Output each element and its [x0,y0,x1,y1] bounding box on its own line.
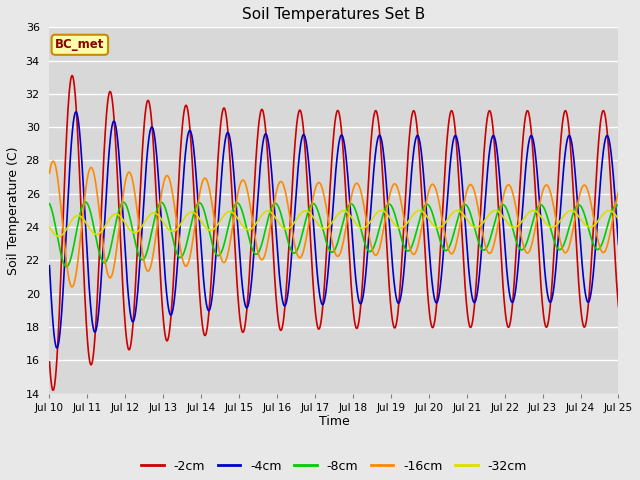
-16cm [423,195,431,201]
-2cm [49,387,57,393]
-32cm [236,219,244,225]
-16cm [49,158,57,164]
-32cm [55,234,63,240]
-4cm [72,109,80,115]
Line: -8cm: -8cm [49,202,618,267]
-4cm [159,244,167,250]
-32cm [159,218,166,224]
Title: Soil Temperatures Set B: Soil Temperatures Set B [243,7,426,22]
-2cm [423,283,431,288]
-8cm [173,250,180,256]
-16cm [237,180,244,186]
-32cm [173,227,180,232]
Line: -16cm: -16cm [49,161,618,287]
-8cm [498,202,506,208]
-16cm [45,170,53,176]
-8cm [45,201,53,206]
-8cm [423,202,431,207]
-32cm [498,212,506,217]
-4cm [237,262,244,268]
-4cm [614,242,622,248]
-8cm [614,203,622,209]
-4cm [173,270,180,276]
-32cm [614,216,622,222]
-32cm [453,208,461,214]
-32cm [423,213,431,219]
-32cm [45,224,53,230]
-8cm [63,264,70,270]
Line: -32cm: -32cm [49,211,618,237]
-16cm [614,189,622,194]
-8cm [82,199,90,205]
-2cm [548,286,556,292]
-16cm [68,284,76,290]
Line: -2cm: -2cm [49,75,618,390]
-8cm [159,201,167,206]
-16cm [498,203,506,208]
-4cm [45,263,53,269]
-2cm [45,359,53,365]
-16cm [159,183,167,189]
-4cm [53,345,61,351]
X-axis label: Time: Time [319,415,349,429]
-32cm [548,224,556,230]
-2cm [68,72,76,78]
Text: BC_met: BC_met [55,38,104,51]
-8cm [237,204,244,209]
-4cm [498,198,506,204]
-2cm [159,312,167,318]
-2cm [237,320,244,326]
-4cm [423,219,431,225]
-16cm [173,221,180,227]
-2cm [498,259,506,264]
-2cm [173,214,180,220]
Legend: -2cm, -4cm, -8cm, -16cm, -32cm: -2cm, -4cm, -8cm, -16cm, -32cm [136,455,532,478]
-2cm [614,303,622,309]
-4cm [548,297,556,303]
Y-axis label: Soil Temperature (C): Soil Temperature (C) [7,146,20,275]
-8cm [548,230,556,236]
Line: -4cm: -4cm [49,112,618,348]
-16cm [548,194,556,200]
